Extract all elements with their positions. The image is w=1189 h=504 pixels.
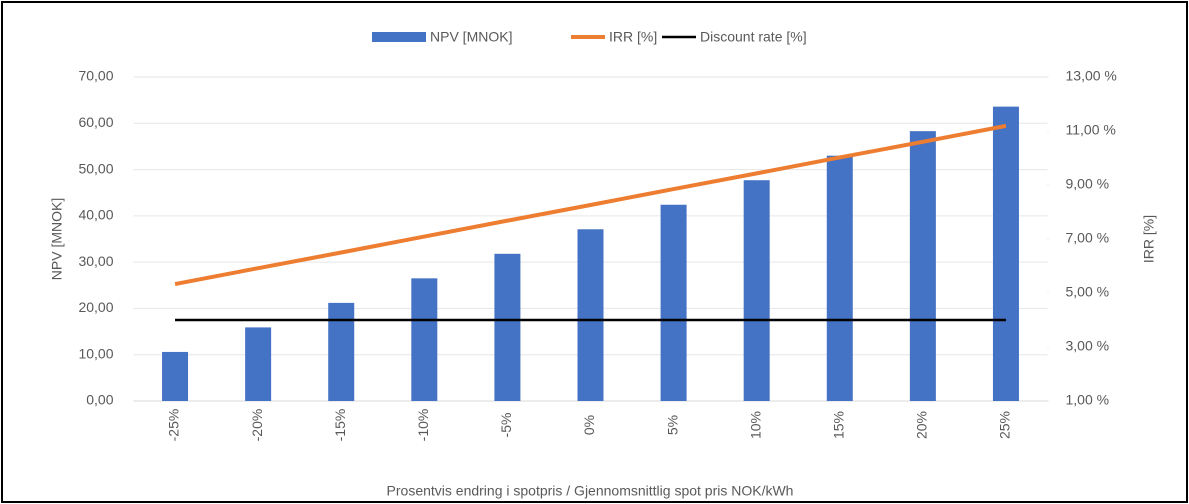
x-tick-label: -25% xyxy=(166,409,182,442)
bar xyxy=(909,131,936,401)
y2-tick-label: 9,00 % xyxy=(1066,176,1110,192)
y2-tick-label: 5,00 % xyxy=(1066,284,1110,300)
y-tick-label: 0,00 xyxy=(86,392,113,408)
bar xyxy=(411,278,438,401)
x-tick-label: 20% xyxy=(914,411,930,439)
y2-tick-label: 1,00 % xyxy=(1066,392,1110,408)
x-tick-label: 25% xyxy=(997,411,1013,439)
x-tick-label: 0% xyxy=(581,415,597,435)
x-tick-label: -5% xyxy=(498,413,514,438)
y-tick-label: 30,00 xyxy=(78,253,113,269)
bar xyxy=(992,106,1019,401)
y-tick-label: 40,00 xyxy=(78,207,113,223)
x-axis-title: Prosentvis endring i spotpris / Gjennoms… xyxy=(387,483,794,499)
y-tick-label: 70,00 xyxy=(78,68,113,84)
bar xyxy=(245,327,272,401)
y-tick-label: 60,00 xyxy=(78,114,113,130)
bar xyxy=(826,155,853,401)
bar xyxy=(328,302,355,401)
y2-tick-label: 11,00 % xyxy=(1066,122,1116,138)
y2-tick-label: 3,00 % xyxy=(1066,338,1110,354)
y-tick-label: 50,00 xyxy=(78,160,113,176)
x-tick-label: 10% xyxy=(747,411,763,439)
x-tick-label: 15% xyxy=(830,411,846,439)
x-tick-label: -15% xyxy=(332,409,348,442)
bar xyxy=(743,180,770,401)
bar xyxy=(162,351,189,401)
x-tick-label: -20% xyxy=(249,409,265,442)
x-tick-label: -10% xyxy=(415,409,431,442)
y-tick-label: 20,00 xyxy=(78,299,113,315)
bar xyxy=(660,204,687,401)
y2-axis-title: IRR [%] xyxy=(1141,215,1157,263)
line xyxy=(174,123,1007,287)
bar xyxy=(577,229,604,401)
legend-swatch xyxy=(372,32,426,42)
y2-tick-label: 13,00 % xyxy=(1066,68,1117,84)
legend-label: IRR [%] xyxy=(609,29,657,45)
bar xyxy=(494,253,521,401)
x-tick-label: 5% xyxy=(664,415,680,435)
y2-tick-label: 7,00 % xyxy=(1066,230,1110,246)
y-tick-label: 10,00 xyxy=(78,345,113,361)
legend-label: Discount rate [%] xyxy=(700,29,807,45)
y-axis-title: NPV [MNOK] xyxy=(49,198,65,280)
legend-label: NPV [MNOK] xyxy=(430,29,512,45)
